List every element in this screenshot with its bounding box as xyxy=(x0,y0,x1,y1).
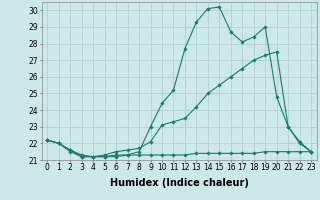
X-axis label: Humidex (Indice chaleur): Humidex (Indice chaleur) xyxy=(110,178,249,188)
